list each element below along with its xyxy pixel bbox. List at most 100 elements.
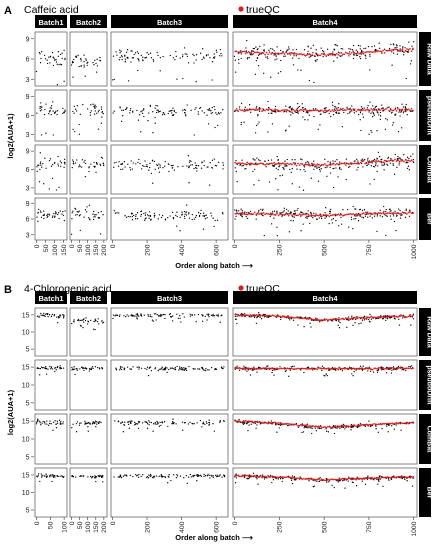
- data-point: [98, 109, 100, 112]
- qc-point: [358, 109, 361, 111]
- data-point: [308, 56, 310, 58]
- data-point: [43, 421, 46, 423]
- data-point: [234, 71, 237, 73]
- y-tick-label: 6: [26, 57, 30, 64]
- data-point: [154, 168, 156, 171]
- series-points: [112, 47, 223, 83]
- data-point: [323, 112, 325, 114]
- qc-point: [282, 162, 284, 165]
- data-point: [118, 476, 120, 478]
- data-point: [259, 45, 261, 48]
- qc-point: [400, 212, 402, 215]
- qc-point: [352, 367, 355, 370]
- data-point: [383, 164, 385, 166]
- qc-point: [309, 425, 311, 427]
- qc-point: [310, 318, 313, 320]
- data-point: [167, 163, 170, 165]
- data-point: [335, 44, 337, 46]
- data-point: [171, 112, 173, 114]
- data-point: [164, 317, 166, 320]
- qc-point: [304, 424, 307, 427]
- qc-point: [328, 479, 331, 481]
- data-point: [95, 171, 97, 173]
- qc-point: [277, 109, 280, 112]
- qc-point: [252, 52, 255, 55]
- data-point: [319, 124, 321, 126]
- data-point: [266, 56, 269, 58]
- qc-point: [279, 110, 281, 113]
- data-point: [398, 110, 401, 112]
- data-point: [41, 51, 43, 53]
- data-point: [160, 424, 162, 427]
- data-point: [83, 475, 85, 477]
- qc-point: [255, 367, 258, 370]
- data-point: [186, 482, 188, 484]
- data-point: [244, 422, 246, 424]
- data-point: [40, 106, 42, 108]
- data-point: [301, 423, 304, 425]
- data-point: [149, 215, 152, 218]
- qc-point: [329, 214, 332, 217]
- qc-point: [403, 315, 405, 318]
- method-strip-label: Ber: [426, 213, 433, 225]
- qc-point: [306, 367, 308, 370]
- data-point: [205, 214, 207, 216]
- data-point: [97, 318, 99, 320]
- qc-point: [247, 420, 250, 422]
- qc-point: [321, 367, 323, 370]
- data-point: [306, 160, 309, 163]
- data-point: [319, 321, 321, 323]
- data-point: [371, 162, 373, 164]
- qc-point: [304, 54, 307, 57]
- qc-point: [288, 163, 290, 166]
- qc-point: [373, 109, 375, 112]
- data-point: [290, 366, 292, 368]
- data-point: [172, 216, 175, 219]
- qc-point: [370, 368, 372, 371]
- qc-point: [349, 425, 352, 428]
- data-point: [276, 211, 278, 213]
- data-point: [241, 210, 243, 212]
- facet-border: [69, 413, 108, 465]
- data-point: [199, 419, 202, 422]
- data-point: [206, 319, 208, 321]
- data-point: [235, 473, 237, 475]
- data-point: [379, 215, 381, 217]
- data-point: [71, 62, 74, 64]
- data-point: [398, 111, 400, 113]
- qc-point: [325, 109, 328, 112]
- data-point: [216, 474, 218, 476]
- data-point: [40, 424, 42, 426]
- y-tick-label: 3: [26, 77, 30, 84]
- data-point: [281, 215, 283, 217]
- data-point: [246, 161, 248, 163]
- qc-point: [389, 49, 392, 52]
- data-point: [40, 473, 42, 475]
- data-point: [71, 369, 73, 371]
- data-point: [79, 422, 81, 424]
- data-point: [348, 226, 350, 228]
- data-point: [354, 215, 356, 217]
- qc-point: [347, 318, 350, 320]
- qc-point: [238, 212, 241, 215]
- qc-point: [301, 424, 304, 426]
- batch-strip-label: Batch1: [38, 18, 63, 27]
- data-point: [210, 110, 212, 112]
- qc-point: [353, 367, 356, 370]
- data-point: [280, 49, 282, 52]
- data-point: [102, 214, 104, 216]
- qc-point: [324, 426, 326, 428]
- qc-point: [410, 315, 413, 318]
- method-strip: [419, 145, 431, 194]
- data-point: [148, 53, 150, 55]
- data-point: [127, 315, 130, 317]
- data-point: [201, 58, 203, 61]
- data-point: [137, 58, 140, 61]
- qc-point: [297, 425, 299, 427]
- data-point: [37, 220, 39, 222]
- data-point: [212, 476, 214, 479]
- data-point: [201, 426, 203, 428]
- data-point: [258, 366, 260, 368]
- data-point: [143, 108, 145, 110]
- data-point: [98, 217, 101, 219]
